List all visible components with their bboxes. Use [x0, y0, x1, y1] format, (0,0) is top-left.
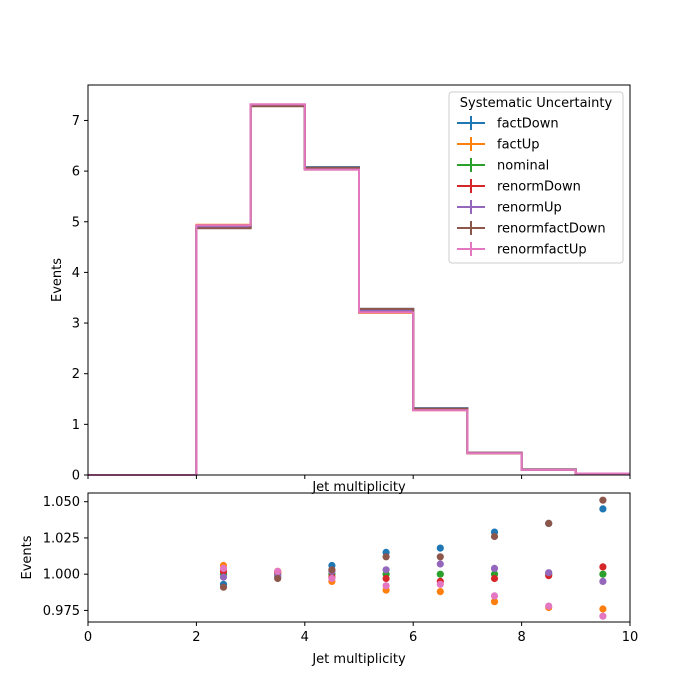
- ratio-point: [490, 598, 499, 606]
- legend-title: Systematic Uncertainty: [460, 96, 613, 111]
- main-plot-frame: [87, 84, 631, 476]
- ratio-plot-frame: [87, 492, 631, 623]
- main-y-tick-label: 0: [72, 469, 80, 484]
- ratio-y-tick-label: 1.000: [43, 568, 80, 583]
- ratio-point: [436, 588, 444, 596]
- ratio-x-tick-label: 4: [301, 630, 309, 645]
- ratio-point: [490, 574, 499, 583]
- main-y-tick-label: 4: [72, 266, 80, 281]
- legend-item-nominal: nominal: [457, 158, 549, 174]
- ratio-point: [274, 574, 282, 583]
- ratio-point: [545, 569, 553, 577]
- ratio-point: [599, 605, 607, 613]
- ratio-y-ticks: 0.975 1.000 1.025 1.050: [43, 495, 88, 619]
- main-series-group: [88, 103, 630, 476]
- ratio-x-tick-label: 6: [409, 630, 417, 645]
- ratio-point: [436, 553, 444, 561]
- main-y-tick-label: 1: [72, 418, 80, 433]
- ratio-point: [382, 574, 390, 583]
- legend-label: nominal: [497, 159, 549, 174]
- legend-item-renormfactUp: renormfactUp: [457, 242, 587, 258]
- main-x-ticks: [87, 475, 631, 479]
- ratio-point: [599, 563, 607, 571]
- ratio-point: [545, 602, 553, 610]
- ratio-point: [274, 567, 282, 575]
- main-y-tick-label: 3: [72, 317, 80, 332]
- ratio-point: [382, 582, 390, 590]
- ratio-y-tick-label: 0.975: [43, 604, 80, 619]
- legend: Systematic Uncertainty factDown factUp nom…: [448, 91, 624, 264]
- ratio-point: [545, 519, 553, 528]
- ratio-points-group: [219, 496, 607, 620]
- legend-item-renormDown: renormDown: [457, 179, 581, 195]
- main-y-tick-label: 5: [72, 215, 80, 230]
- legend-item-factDown: factDown: [457, 116, 559, 132]
- legend-items: factDown factUp nominal renormDown renormUp r…: [457, 116, 606, 258]
- legend-item-renormUp: renormUp: [457, 200, 562, 216]
- series-line-renormfactUp: [88, 103, 630, 476]
- main-y-tick-label: 7: [72, 114, 80, 129]
- legend-box: [448, 91, 624, 264]
- ratio-y-axis-label: Events: [20, 535, 35, 579]
- ratio-point: [328, 574, 336, 583]
- main-x-axis-label: Jet multiplicity: [311, 480, 406, 495]
- legend-label: factDown: [497, 117, 559, 132]
- legend-label: renormfactDown: [497, 222, 606, 237]
- ratio-point: [490, 532, 499, 541]
- ratio-x-tick-label: 2: [192, 630, 200, 645]
- ratio-y-tick-label: 1.050: [43, 495, 80, 510]
- legend-label: renormUp: [497, 201, 562, 216]
- ratio-point: [436, 544, 444, 552]
- ratio-point: [490, 564, 499, 573]
- legend-label: renormfactUp: [497, 243, 587, 258]
- ratio-x-tick-label: 0: [84, 630, 92, 645]
- ratio-point: [436, 560, 444, 568]
- ratio-point: [599, 577, 607, 586]
- ratio-y-tick-label: 1.025: [43, 531, 80, 546]
- ratio-point: [219, 564, 228, 573]
- main-y-ticks: 0 1 2 3 4 5 6 7: [72, 114, 88, 484]
- ratio-point: [436, 570, 444, 578]
- ratio-x-tick-label: 10: [622, 630, 639, 645]
- main-y-axis-label: Events: [50, 258, 65, 302]
- main-y-tick-label: 6: [72, 165, 80, 180]
- ratio-point: [382, 566, 390, 574]
- legend-label: renormDown: [497, 180, 581, 195]
- ratio-point: [599, 612, 607, 620]
- ratio-point: [599, 496, 607, 504]
- legend-item-renormfactDown: renormfactDown: [457, 221, 606, 237]
- ratio-point: [599, 570, 607, 578]
- legend-item-factUp: factUp: [457, 137, 540, 153]
- ratio-point: [599, 505, 607, 513]
- ratio-point: [219, 583, 228, 591]
- ratio-point: [328, 566, 336, 574]
- legend-label: factUp: [497, 138, 540, 153]
- ratio-point: [436, 580, 444, 588]
- ratio-x-ticks: 0 2 4 6 8 10: [84, 622, 638, 645]
- ratio-point: [490, 592, 499, 600]
- ratio-point: [219, 573, 228, 581]
- main-plot-panel: 0 1 2 3 4 5 6 7 Jet multiplicity Events: [50, 84, 631, 495]
- ratio-plot-panel: 0 2 4 6 8 10 0.975 1.000 1.025 1.050 Jet multipl…: [20, 492, 638, 667]
- main-y-tick-label: 2: [72, 367, 80, 382]
- ratio-x-tick-label: 8: [517, 630, 525, 645]
- ratio-point: [382, 553, 390, 561]
- ratio-x-axis-label: Jet multiplicity: [311, 652, 406, 667]
